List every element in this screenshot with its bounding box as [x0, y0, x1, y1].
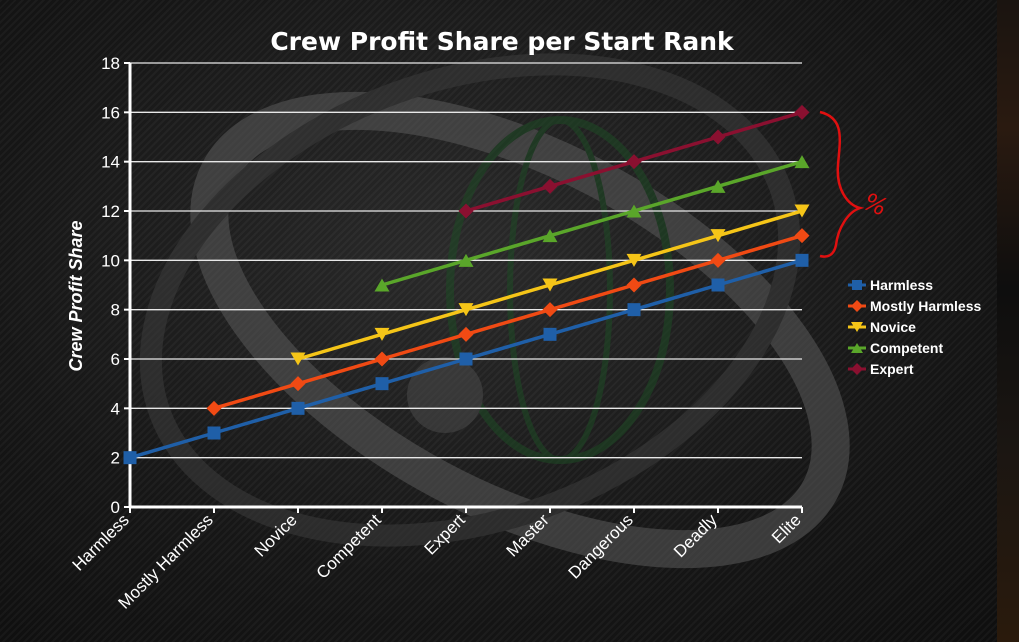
data-point [290, 376, 306, 392]
data-point [542, 278, 558, 292]
legend-marker [851, 363, 863, 375]
series-lines [123, 104, 810, 465]
y-tick-label: 0 [111, 498, 120, 517]
data-point [458, 203, 474, 219]
legend-label: Novice [870, 319, 916, 335]
legend-marker [851, 300, 863, 312]
data-point [375, 377, 389, 391]
data-point [542, 302, 558, 318]
legend-marker [851, 322, 863, 332]
data-point [458, 253, 474, 267]
x-tick-label: Harmless [69, 510, 133, 574]
annotation-brace [819, 110, 865, 258]
data-point [290, 352, 306, 366]
data-point [626, 253, 642, 267]
legend-label: Harmless [870, 277, 933, 293]
y-tick-label: 18 [101, 54, 120, 73]
data-point [711, 278, 725, 292]
y-tick-label: 2 [111, 449, 120, 468]
data-point [123, 451, 137, 465]
series-line-competent [381, 159, 803, 287]
data-point [626, 154, 642, 170]
y-tick-label: 4 [111, 399, 120, 418]
data-point [626, 204, 642, 218]
data-point [710, 252, 726, 268]
data-point [627, 303, 641, 317]
data-point [374, 278, 390, 292]
data-point [794, 155, 810, 169]
data-point [794, 204, 810, 218]
data-point [207, 426, 221, 440]
annotation-percent: % [860, 187, 892, 222]
data-point [458, 326, 474, 342]
legend-label: Expert [870, 361, 914, 377]
legend-label: Competent [870, 340, 943, 356]
data-point [626, 277, 642, 293]
chart-title: Crew Profit Share per Start Rank [270, 27, 735, 56]
y-tick-label: 6 [111, 350, 120, 369]
data-point [542, 229, 558, 243]
data-point [794, 104, 810, 120]
data-point [206, 400, 222, 416]
legend-label: Mostly Harmless [870, 298, 981, 314]
data-point [710, 179, 726, 193]
legend: Harmless Mostly Harmless Novice Competent Ex… [848, 277, 981, 377]
y-tick-label: 8 [111, 301, 120, 320]
legend-marker [851, 343, 863, 353]
data-point [374, 327, 390, 341]
legend-marker [852, 280, 862, 290]
data-point [291, 401, 305, 415]
data-point [458, 303, 474, 317]
data-point [794, 228, 810, 244]
window-edge [997, 0, 1019, 642]
y-axis-label: Crew Profit Share [66, 220, 86, 371]
data-point [795, 253, 809, 267]
y-tick-label: 14 [101, 153, 120, 172]
data-point [710, 129, 726, 145]
data-point [542, 178, 558, 194]
series-line-mostly-harmless [213, 233, 803, 411]
handwritten-annotation: % [819, 110, 892, 258]
y-tick-label: 16 [101, 103, 120, 122]
y-tick-label: 10 [101, 251, 120, 270]
y-tick-label: 12 [101, 202, 120, 221]
data-point [710, 229, 726, 243]
data-point [459, 352, 473, 366]
data-point [374, 351, 390, 367]
data-point [543, 327, 557, 341]
